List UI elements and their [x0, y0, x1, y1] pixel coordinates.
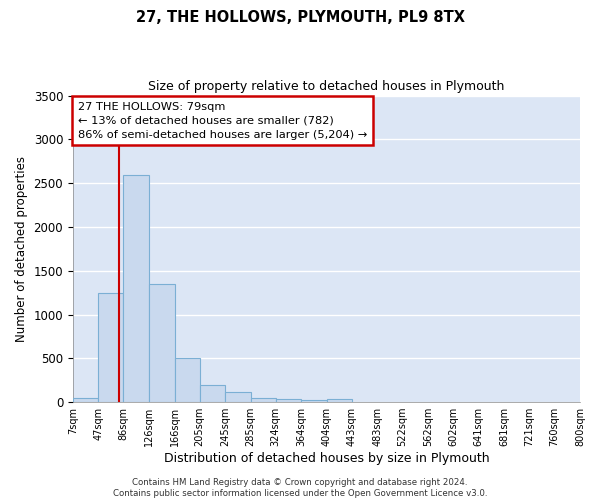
Bar: [200, 385, 225, 402]
X-axis label: Distribution of detached houses by size in Plymouth: Distribution of detached houses by size …: [164, 452, 489, 465]
Title: Size of property relative to detached houses in Plymouth: Size of property relative to detached ho…: [148, 80, 505, 93]
Bar: [225, 392, 251, 402]
Bar: [301, 400, 327, 402]
Bar: [98, 294, 124, 402]
Bar: [327, 400, 352, 402]
Bar: [275, 400, 301, 402]
Bar: [73, 398, 98, 402]
Y-axis label: Number of detached properties: Number of detached properties: [15, 156, 28, 342]
Bar: [124, 176, 149, 402]
Bar: [251, 398, 275, 402]
Bar: [149, 284, 175, 402]
Text: Contains HM Land Registry data © Crown copyright and database right 2024.
Contai: Contains HM Land Registry data © Crown c…: [113, 478, 487, 498]
Bar: [175, 358, 200, 402]
Text: 27 THE HOLLOWS: 79sqm
← 13% of detached houses are smaller (782)
86% of semi-det: 27 THE HOLLOWS: 79sqm ← 13% of detached …: [78, 102, 367, 140]
Text: 27, THE HOLLOWS, PLYMOUTH, PL9 8TX: 27, THE HOLLOWS, PLYMOUTH, PL9 8TX: [136, 10, 464, 25]
